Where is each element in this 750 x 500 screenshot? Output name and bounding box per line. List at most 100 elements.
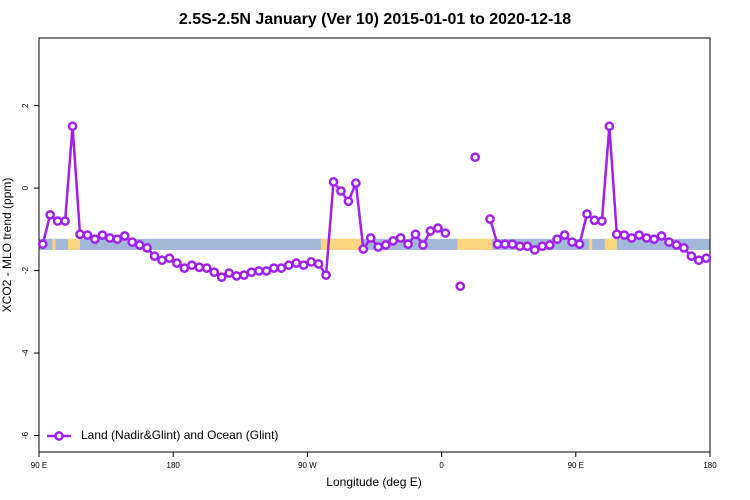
x-tick-label: 90 E xyxy=(31,461,47,470)
point xyxy=(82,230,93,240)
surface-band xyxy=(589,238,593,250)
point xyxy=(671,240,682,250)
x-tick-label: 180 xyxy=(167,461,181,470)
point xyxy=(75,229,85,240)
point xyxy=(604,121,615,132)
point xyxy=(172,258,182,268)
point xyxy=(246,267,257,278)
point xyxy=(60,216,70,226)
legend-marker xyxy=(54,431,64,441)
point xyxy=(425,226,436,236)
point xyxy=(515,241,525,252)
point xyxy=(373,242,384,252)
point xyxy=(567,237,577,247)
point xyxy=(507,239,518,250)
point xyxy=(127,237,138,247)
point xyxy=(291,258,302,268)
point xyxy=(664,237,674,247)
point xyxy=(186,260,197,271)
point xyxy=(313,259,324,269)
point xyxy=(328,177,339,187)
surface-band xyxy=(68,238,81,250)
point xyxy=(701,253,712,264)
point xyxy=(492,239,503,250)
point xyxy=(559,230,570,240)
point xyxy=(261,266,272,276)
point xyxy=(433,223,443,233)
point xyxy=(693,255,704,266)
point xyxy=(544,240,555,250)
point xyxy=(649,234,659,245)
x-axis-label: Longitude (deg E) xyxy=(326,475,421,489)
point xyxy=(552,234,563,245)
point xyxy=(470,152,480,163)
point xyxy=(179,263,190,273)
point xyxy=(597,216,607,226)
point xyxy=(574,239,585,250)
point xyxy=(52,216,63,226)
point xyxy=(209,267,220,278)
point xyxy=(67,121,78,132)
series-line xyxy=(41,126,447,279)
x-tick-label: 90 W xyxy=(298,461,317,470)
point xyxy=(321,270,331,280)
y-tick-label: -4 xyxy=(21,349,30,357)
point xyxy=(298,260,309,271)
point xyxy=(686,251,697,261)
surface-band xyxy=(52,238,56,250)
point xyxy=(142,243,152,253)
point xyxy=(500,239,510,250)
point xyxy=(634,230,645,240)
point xyxy=(679,243,689,253)
point xyxy=(336,186,346,196)
y-tick-label: 0 xyxy=(21,185,30,190)
point xyxy=(194,262,205,273)
point xyxy=(656,231,667,241)
point xyxy=(239,270,249,280)
point xyxy=(395,233,406,243)
x-tick-label: 90 E xyxy=(568,461,584,470)
point xyxy=(351,178,361,188)
point xyxy=(537,241,548,252)
point xyxy=(440,228,451,238)
surface-band xyxy=(604,238,617,250)
point xyxy=(380,240,391,250)
point xyxy=(37,239,48,250)
point xyxy=(216,272,227,283)
x-tick-label: 0 xyxy=(439,461,444,470)
point xyxy=(269,263,279,273)
point xyxy=(276,263,287,273)
point xyxy=(90,234,100,245)
point xyxy=(403,239,413,250)
point xyxy=(388,236,398,246)
point xyxy=(104,233,115,243)
point xyxy=(485,214,495,224)
point xyxy=(619,230,630,240)
point xyxy=(529,245,540,255)
point xyxy=(164,253,175,264)
surface-band xyxy=(457,238,493,250)
point xyxy=(343,196,354,207)
point xyxy=(45,210,56,220)
y-tick-label: -6 xyxy=(21,431,30,439)
point xyxy=(589,215,600,226)
point xyxy=(157,255,167,266)
point xyxy=(224,268,234,278)
point xyxy=(119,231,130,241)
point xyxy=(201,263,212,273)
point xyxy=(358,244,369,254)
point xyxy=(134,240,145,250)
point xyxy=(254,266,264,276)
point xyxy=(410,229,421,240)
point xyxy=(112,234,123,245)
chart-title: 2.5S-2.5N January (Ver 10) 2015-01-01 to… xyxy=(179,11,571,28)
y-tick-label: 2 xyxy=(21,103,30,108)
y-tick-label: -2 xyxy=(21,266,30,274)
point xyxy=(582,209,592,219)
point xyxy=(306,257,316,267)
point xyxy=(283,260,294,271)
point xyxy=(149,251,160,261)
point xyxy=(97,230,108,240)
point xyxy=(641,233,652,243)
